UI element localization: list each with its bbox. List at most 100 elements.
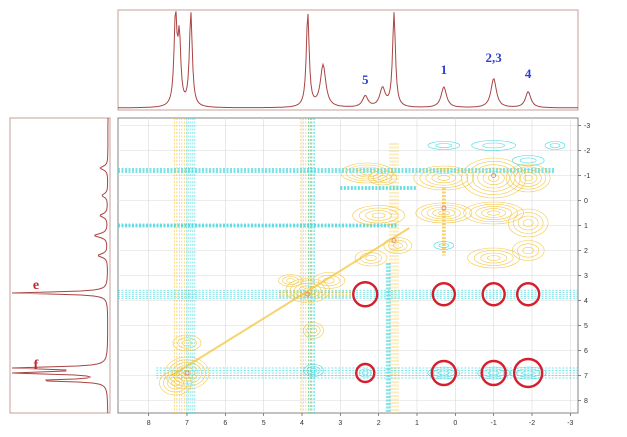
contour-peak-positive [356,168,378,178]
contour-peak-positive [309,327,318,334]
top-1d-spectrum-line [118,11,578,109]
y-tick-label: 5 [584,323,588,330]
contour-peak-negative [544,141,566,150]
highlight-circle [352,281,379,308]
contour-peak-positive [437,175,451,181]
contour-peak-positive [368,170,397,186]
contour-peak-positive [298,285,317,296]
contour-peak-positive [163,373,188,393]
x-tick-label: -3 [567,420,573,427]
contour-peak-positive [282,276,299,285]
contour-peak-positive [473,250,514,266]
contour-peak-positive [388,239,408,252]
contour-peak-negative [303,364,324,377]
y-tick-label: 3 [584,273,588,280]
x-tick-label: -1 [491,420,497,427]
contour-peak-positive [167,376,184,390]
y-tick-label: -2 [584,148,590,155]
contour-peak-positive [159,370,192,396]
contour-peak-positive [488,174,500,182]
y-tick-label: 2 [584,248,588,255]
x-tick-label: 4 [300,420,304,427]
contour-peak-positive [505,163,551,193]
contour-peak-positive [469,203,518,223]
projection-label: e [33,278,39,293]
x-tick-label: 8 [147,420,151,427]
contour-peak-positive [432,208,456,218]
peak-label: 2,3 [486,50,503,65]
diagonal-peak-marker [184,370,190,376]
contour-peak-negative [361,370,369,376]
contour-peak-positive [360,252,382,264]
contour-peak-positive [480,252,507,264]
contour-peak-positive [377,175,388,181]
contour-peak-negative [519,157,537,164]
x-tick-label: 1 [415,420,419,427]
contour-peak-negative [549,143,561,148]
contour-peak-positive [164,356,210,390]
x-tick-label: 6 [223,420,227,427]
contour-peak-negative [509,366,547,380]
contour-peak-positive [437,210,450,216]
contour-peak-positive [351,166,384,180]
highlight-circle [481,282,506,307]
contour-peak-negative [515,368,541,378]
top-projection-frame [117,9,579,111]
contour-peak-positive [182,340,192,346]
contour-peak-positive [517,243,540,258]
contour-peak-negative [309,368,318,373]
contour-peak-positive [481,208,506,218]
x-axis: 8 7 6 5 4 3 2 1 0 -1 -2 -3 [147,413,574,427]
contour-peak-negative [488,370,500,376]
contour-peak-positive [303,287,313,294]
x-tick-label: 3 [338,420,342,427]
contour-peak-positive [392,242,403,249]
contour-peak-positive [510,166,547,190]
diagonal-peak-marker [441,205,447,211]
contour-peak-positive [352,205,405,226]
highlight-circle [355,362,376,384]
contour-peak-positive [323,277,335,284]
contour-peak-positive [303,322,324,339]
contour-peak-positive [340,162,394,184]
contour-peak-negative [438,243,450,248]
contour-peak-negative [521,370,535,376]
contour-peak-positive [475,206,512,220]
contour-peak-positive [517,215,539,231]
highlight-circle [480,359,507,387]
contour-peak-positive [289,280,326,301]
left-1d-spectrum-line [11,118,109,413]
diagonal-peak-marker [305,291,311,297]
contour-peak-positive [413,165,475,191]
contour-peak-negative [433,241,455,250]
highlight-circle [515,282,541,307]
contour-peak-positive [522,219,534,227]
contour-peak-positive [371,212,386,219]
diagonal-peak-marker [491,173,497,178]
x-tick-label: 7 [185,420,189,427]
contour-peak-positive [466,161,521,195]
diagonal-peak-marker [391,238,397,243]
projection-label: f [34,358,39,373]
contour-peak-positive [278,274,303,287]
peak-label: 1 [441,62,448,77]
y-axis: -3 -2 -1 0 1 2 3 4 5 6 7 8 [578,123,590,405]
left-projection-frame [9,117,111,414]
contour-peak-positive [431,172,457,184]
top-projection-panel: 512,34 [117,9,579,111]
contour-peak-positive [523,174,533,182]
contour-peak-positive [419,168,469,188]
contour-peak-positive [171,379,180,387]
contour-peak-positive [172,362,202,384]
contour-peak-positive [354,249,388,267]
y-tick-label: 6 [584,348,588,355]
highlight-circle [512,357,544,389]
contour-peak-positive [179,367,195,379]
contour-peak-positive [482,171,505,185]
y-tick-label: 8 [584,398,588,405]
left-projection-panel: ef [9,117,111,414]
contour-peak-positive [365,210,392,221]
contour-peak-negative [511,155,545,166]
contour-plot-panel: 8 7 6 5 4 3 2 1 0 -1 -2 -3 -3 -2 -1 0 1 2 3 4 5 6 7 8 [117,117,590,427]
